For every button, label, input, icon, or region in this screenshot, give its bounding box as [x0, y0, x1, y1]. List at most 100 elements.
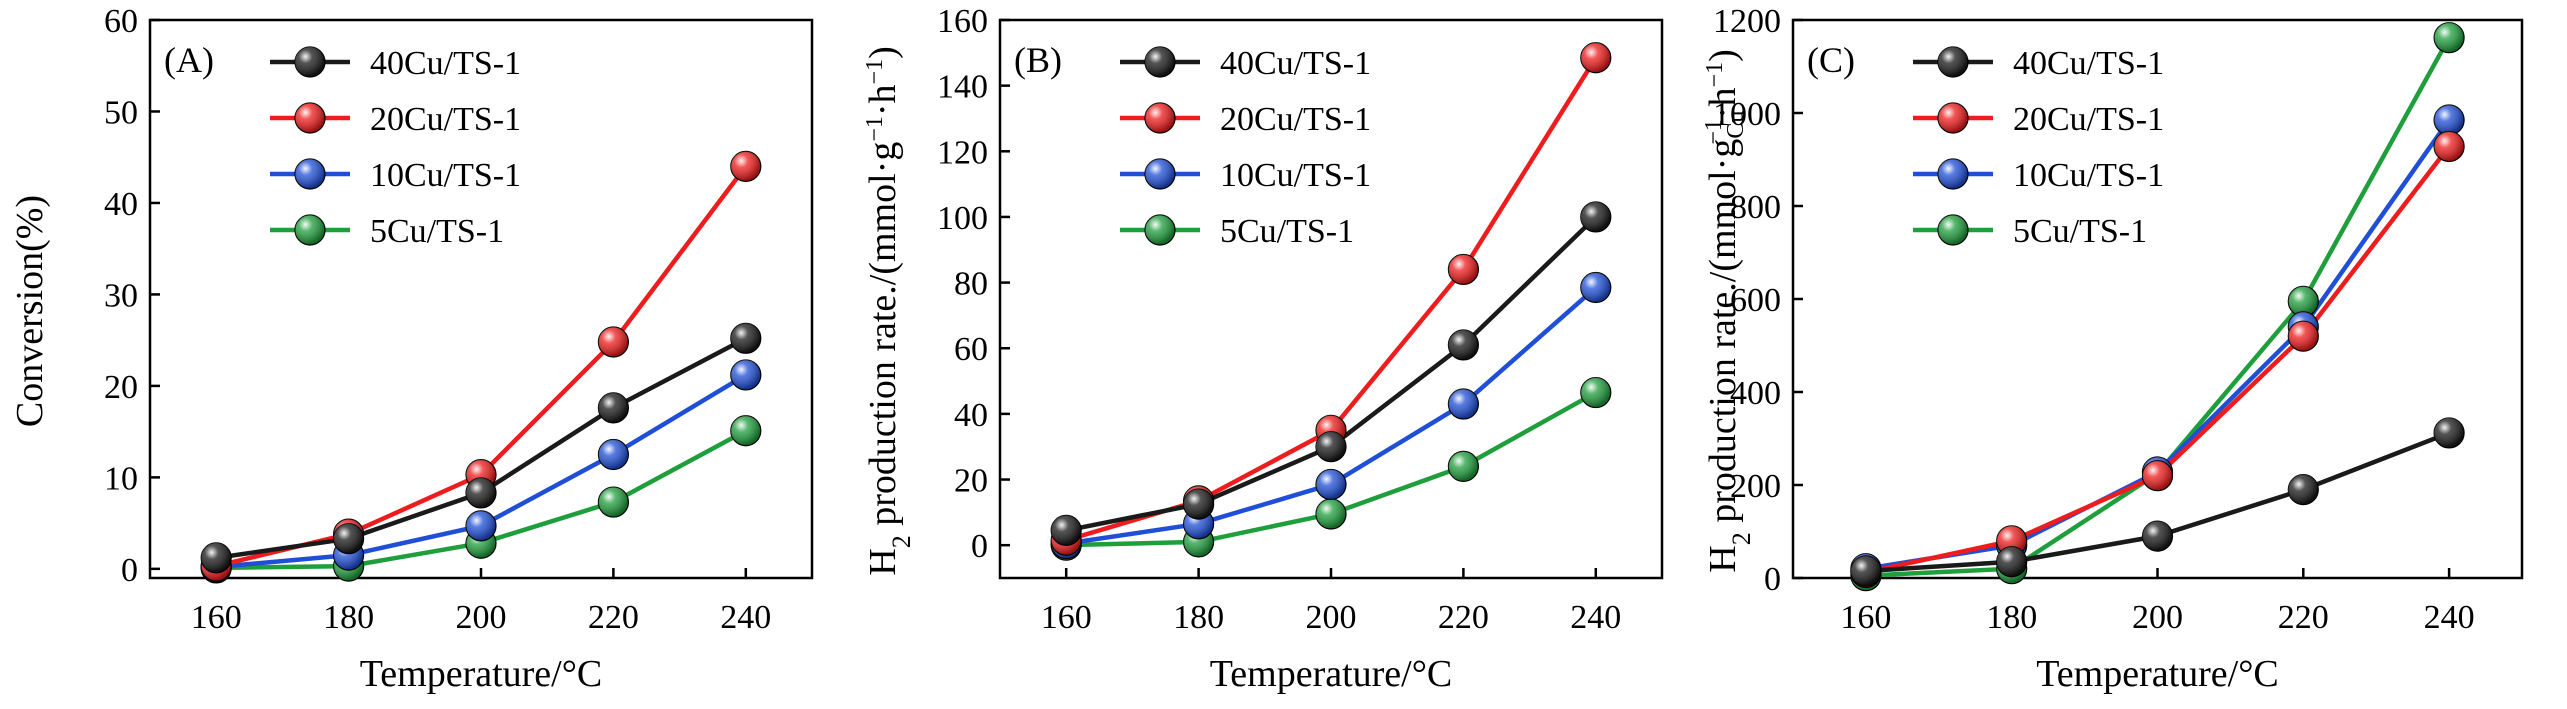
y-tick-label: 20: [954, 463, 988, 500]
legend-marker: [1144, 102, 1176, 134]
legend-marker: [1937, 158, 1969, 190]
data-point-40cu-ts-1-160: [200, 542, 232, 574]
y-tick-label: 10: [104, 460, 138, 497]
y-tick-label: 80: [954, 266, 988, 303]
data-point-20cu-ts-1-220: [597, 326, 630, 358]
data-point-10cu-ts-1-240: [1580, 271, 1612, 304]
legend-label: 20Cu/TS-1: [370, 101, 521, 138]
data-point-40cu-ts-1-180: [1996, 546, 2028, 578]
x-tick-label: 220: [588, 599, 639, 636]
data-point-40cu-ts-1-160: [1850, 555, 1882, 587]
legend-item: 40Cu/TS-1: [270, 45, 521, 82]
legend-marker: [1937, 214, 1969, 246]
legend-marker: [1937, 46, 1969, 78]
data-point-10cu-ts-1-200: [1315, 468, 1347, 501]
data-point-40cu-ts-1-220: [597, 392, 630, 424]
legend-marker: [1144, 46, 1176, 78]
legend-item: 5Cu/TS-1: [270, 213, 504, 250]
data-point-20cu-ts-1-220: [2287, 320, 2319, 352]
data-point-20cu-ts-1-200: [2141, 460, 2174, 492]
data-point-10cu-ts-1-200: [465, 510, 497, 542]
x-tick-label: 220: [1438, 599, 1489, 636]
y-tick-label: 0: [971, 528, 988, 565]
y-tick-label: 0: [121, 552, 138, 589]
data-point-40cu-ts-1-160: [1050, 514, 1082, 547]
data-point-20cu-ts-1-220: [1447, 253, 1480, 286]
y-tick-label: 1200: [1713, 3, 1781, 40]
x-tick-label: 220: [2278, 599, 2329, 636]
y-tick-label: 20: [104, 369, 138, 406]
x-tick-label: 160: [1840, 599, 1891, 636]
y-tick-label: 200: [1730, 468, 1781, 505]
legend-marker: [294, 214, 326, 246]
legend-item: 20Cu/TS-1: [270, 101, 521, 138]
legend-marker: [1937, 102, 1969, 134]
data-point-5cu-ts-1-240: [730, 415, 762, 447]
x-tick-label: 240: [1570, 599, 1621, 636]
legend-label: 20Cu/TS-1: [1220, 101, 1371, 138]
data-point-40cu-ts-1-240: [2433, 417, 2465, 449]
legend-item: 10Cu/TS-1: [270, 157, 521, 194]
legend-marker: [294, 102, 326, 134]
y-tick-label: 120: [937, 134, 988, 171]
data-point-20cu-ts-1-240: [1580, 42, 1612, 74]
data-point-40cu-ts-1-220: [2287, 474, 2319, 506]
y-tick-label: 800: [1730, 189, 1781, 226]
legend-label: 10Cu/TS-1: [2013, 157, 2164, 194]
y-tick-label: 40: [954, 397, 988, 434]
y-tick-label: 60: [954, 331, 988, 368]
x-tick-label: 240: [720, 599, 771, 636]
data-point-5cu-ts-1-240: [1580, 376, 1612, 409]
y-tick-label: 100: [937, 200, 988, 237]
legend-item: 20Cu/TS-1: [1913, 101, 2164, 138]
data-point-5cu-ts-1-200: [1315, 498, 1347, 530]
legend-label: 10Cu/TS-1: [370, 157, 521, 194]
legend-label: 10Cu/TS-1: [1220, 157, 1371, 194]
data-point-10cu-ts-1-240: [730, 359, 762, 391]
legend-item: 20Cu/TS-1: [1120, 101, 1371, 138]
legend-item: 10Cu/TS-1: [1913, 157, 2164, 194]
panel-a: 160 180 200 220 240 0 10 20 30 40 50 60 Temperature/…: [9, 3, 814, 695]
legend-item: 40Cu/TS-1: [1913, 45, 2164, 82]
legend-label: 40Cu/TS-1: [370, 45, 521, 82]
x-tick-label: 160: [191, 599, 242, 636]
data-point-40cu-ts-1-200: [2141, 520, 2174, 552]
y-tick-label: 400: [1730, 375, 1781, 412]
x-tick-label: 240: [2424, 599, 2475, 636]
data-point-5cu-ts-1-220: [2287, 285, 2319, 317]
panel-label: (B): [1014, 40, 1062, 80]
data-point-10cu-ts-1-240: [2433, 104, 2465, 136]
y-tick-label: 40: [104, 186, 138, 223]
y-axis-title: H2 production rate./(mmol·g−1·h−1): [862, 46, 916, 575]
data-point-40cu-ts-1-220: [1447, 329, 1480, 361]
legend-label: 5Cu/TS-1: [2013, 213, 2147, 250]
legend-item: 10Cu/TS-1: [1120, 157, 1371, 194]
data-point-40cu-ts-1-180: [1182, 488, 1215, 520]
x-tick-label: 200: [456, 599, 507, 636]
data-point-5cu-ts-1-220: [597, 486, 630, 518]
panel-label: (A): [164, 40, 214, 80]
y-tick-label: 160: [937, 3, 988, 40]
y-tick-label: 0: [1764, 561, 1781, 598]
legend-item: 40Cu/TS-1: [1120, 45, 1371, 82]
legend-label: 5Cu/TS-1: [1220, 213, 1354, 250]
data-point-40cu-ts-1-240: [1580, 201, 1612, 233]
x-tick-label: 200: [2132, 599, 2183, 636]
x-axis-title: Temperature/°C: [360, 653, 603, 695]
panel-c: 160 180 200 220 240 0 200 400 600 800 1000 1200 Temp…: [1701, 3, 2524, 695]
legend-label: 40Cu/TS-1: [2013, 45, 2164, 82]
legend-marker: [1144, 214, 1176, 246]
data-point-40cu-ts-1-240: [730, 322, 762, 354]
data-point-40cu-ts-1-180: [333, 523, 365, 555]
y-tick-label: 600: [1730, 282, 1781, 319]
data-point-40cu-ts-1-200: [465, 477, 497, 509]
x-tick-label: 180: [1173, 599, 1224, 636]
y-tick-label: 60: [104, 3, 138, 40]
legend-label: 5Cu/TS-1: [370, 213, 504, 250]
legend-item: 5Cu/TS-1: [1913, 213, 2147, 250]
x-axis-title: Temperature/°C: [1210, 653, 1453, 695]
series-line-20cu-ts-1: [1865, 145, 2451, 575]
legend-label: 40Cu/TS-1: [1220, 45, 1371, 82]
legend-marker: [294, 158, 326, 190]
